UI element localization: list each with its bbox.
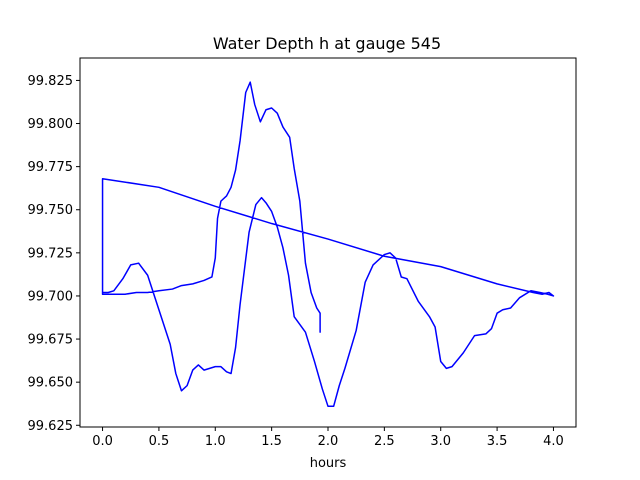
x-tick-label: 3.0 <box>430 434 451 449</box>
x-tick-label: 1.0 <box>205 434 226 449</box>
y-tick-label: 99.750 <box>28 203 74 218</box>
x-tick-label: 2.5 <box>374 434 395 449</box>
x-tick-label: 0.0 <box>92 434 113 449</box>
series-layer <box>101 81 555 408</box>
x-tick-label: 1.5 <box>261 434 282 449</box>
x-tick-label: 0.5 <box>149 434 170 449</box>
y-tick-label: 99.800 <box>28 117 74 132</box>
y-tick-label: 99.775 <box>28 160 74 175</box>
y-tick-label: 99.725 <box>28 246 74 261</box>
series-line-0 <box>101 81 555 408</box>
x-tick-label: 2.0 <box>318 434 339 449</box>
y-tick-label: 99.650 <box>28 376 74 391</box>
chart-title: Water Depth h at gauge 545 <box>213 34 441 53</box>
y-tick-label: 99.825 <box>28 74 74 89</box>
y-tick-label: 99.700 <box>28 289 74 304</box>
x-axis: 0.0 0.5 1.0 1.5 2.0 2.5 3.0 3.5 4.0 <box>92 427 564 449</box>
y-axis: 99.625 99.650 99.675 99.700 99.725 99.750 99.7… <box>28 74 80 434</box>
x-axis-label: hours <box>310 456 347 471</box>
x-tick-label: 3.5 <box>487 434 508 449</box>
y-tick-label: 99.675 <box>28 333 74 348</box>
y-tick-label: 99.625 <box>28 419 74 434</box>
x-tick-label: 4.0 <box>543 434 564 449</box>
